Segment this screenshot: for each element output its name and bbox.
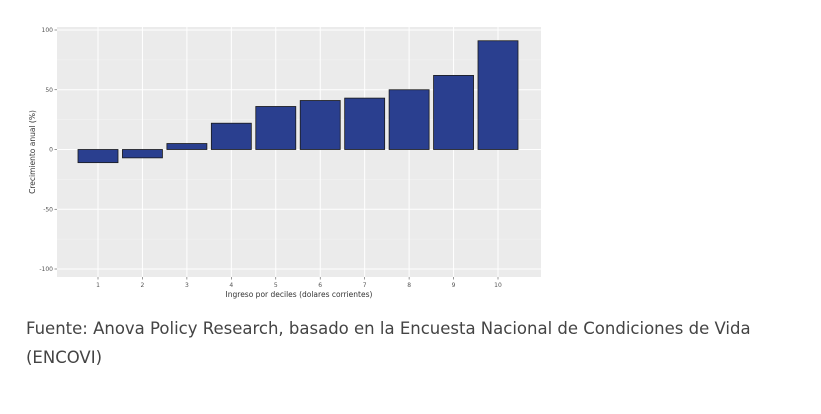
bar [77, 149, 119, 164]
source-caption: Fuente: Anova Policy Research, basado en… [26, 319, 751, 367]
bar [166, 143, 208, 150]
x-tick-label: 9 [452, 282, 456, 289]
bar-chart: -100 -50 0 50 100 1 2 3 4 5 6 7 8 9 10 Ingreso por de… [28, 27, 541, 299]
x-tick-label: 2 [141, 282, 145, 289]
bar [255, 106, 297, 150]
x-tick-label: 6 [318, 282, 322, 289]
bar [344, 97, 386, 150]
x-tick-label: 10 [494, 282, 502, 289]
y-tick-label: -50 [43, 206, 53, 213]
bar [477, 40, 519, 150]
x-axis-title: Ingreso por deciles (dolares corrientes) [226, 290, 373, 299]
x-tick-label: 3 [185, 282, 189, 289]
x-axis-ticks: 1 2 3 4 5 6 7 8 9 10 [96, 277, 502, 289]
bar [433, 75, 474, 150]
chart-figure: -100 -50 0 50 100 1 2 3 4 5 6 7 8 9 10 Ingreso por de… [28, 27, 541, 299]
y-tick-label: 50 [45, 87, 53, 94]
bars [77, 40, 519, 164]
bar [122, 149, 163, 159]
x-tick-label: 1 [96, 282, 100, 289]
x-tick-label: 4 [229, 282, 233, 289]
x-tick-label: 8 [407, 282, 411, 289]
bar [388, 89, 430, 150]
x-tick-label: 5 [274, 282, 278, 289]
y-tick-label: 0 [49, 147, 53, 154]
bar [299, 100, 341, 150]
y-axis-ticks: -100 -50 0 50 100 [39, 27, 57, 273]
bar [210, 122, 252, 150]
y-tick-label: -100 [39, 266, 53, 273]
x-tick-label: 7 [363, 282, 367, 289]
y-axis-title: Crecimiento anual (%) [28, 110, 37, 194]
y-tick-label: 100 [42, 27, 54, 34]
